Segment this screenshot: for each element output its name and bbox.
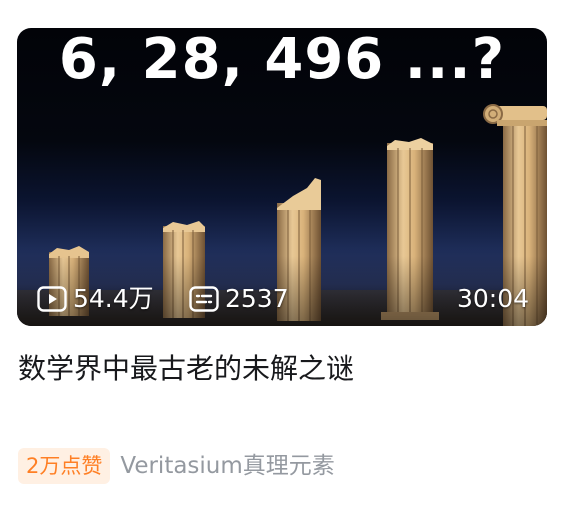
author-name[interactable]: Veritasium真理元素 <box>120 453 335 479</box>
likes-badge: 2万点赞 <box>18 448 111 484</box>
column-1 <box>49 246 89 316</box>
view-count: 54.4万 <box>37 284 154 314</box>
video-duration: 30:04 <box>456 284 529 313</box>
thumbnail-title-text: 6, 28, 496 ...? <box>58 28 506 92</box>
column-4 <box>381 138 439 320</box>
column-5 <box>483 104 547 326</box>
column-3 <box>277 178 321 321</box>
video-thumbnail[interactable]: 6, 28, 496 ...? 54.4万 2537 30:04 <box>17 28 547 326</box>
danmaku-count-text: 2537 <box>225 284 289 313</box>
thumbnail-bottom-shade <box>17 256 547 326</box>
video-meta: 2万点赞 Veritasium真理元素 <box>18 448 335 484</box>
danmaku-count: 2537 <box>189 284 289 314</box>
play-icon <box>37 286 67 312</box>
view-count-text: 54.4万 <box>73 284 154 313</box>
danmaku-icon <box>189 286 219 312</box>
video-title[interactable]: 数学界中最古老的未解之谜 <box>18 352 355 385</box>
